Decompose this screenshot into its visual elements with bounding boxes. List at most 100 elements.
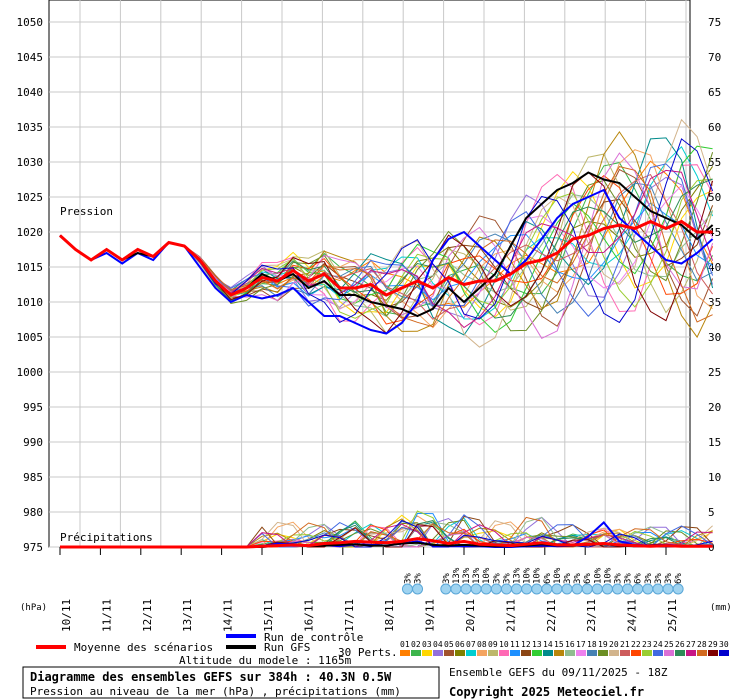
perturbation-id: 14: [543, 640, 553, 649]
y-right-tick-label: 55: [708, 156, 721, 169]
perturbation-id: 24: [653, 640, 663, 649]
snow-percent-label: 3%: [414, 573, 424, 584]
perturbation-swatch: [400, 650, 410, 656]
perturbation-swatch: [620, 650, 630, 656]
perturbation-swatch: [532, 650, 542, 656]
snow-icon: [572, 584, 582, 594]
perturbation-id: 25: [664, 640, 674, 649]
perturbation-id: 28: [697, 640, 707, 649]
snow-percent-label: 10%: [533, 567, 543, 584]
snow-percent-label: 13%: [472, 567, 482, 584]
perturbation-id: 21: [620, 640, 630, 649]
snow-icon: [451, 584, 461, 594]
perturbation-swatch: [433, 650, 443, 656]
perturbation-swatch: [455, 650, 465, 656]
snow-icon: [582, 584, 592, 594]
x-date-label: 24/11: [626, 599, 639, 632]
snow-icon: [491, 584, 501, 594]
x-date-label: 20/11: [464, 599, 477, 632]
perturbation-swatch: [521, 650, 531, 656]
y-left-tick-label: 1025: [17, 191, 44, 204]
perturbation-id: 23: [642, 640, 652, 649]
perturbation-id: 16: [565, 640, 575, 649]
perturbation-swatch: [477, 650, 487, 656]
snow-icon: [441, 584, 451, 594]
perturbation-swatch: [488, 650, 498, 656]
perturbation-id: 12: [521, 640, 531, 649]
snow-icon: [663, 584, 673, 594]
perturbation-id: 17: [576, 640, 586, 649]
perturbation-id: 02: [411, 640, 421, 649]
snow-percent-label: 10%: [603, 567, 613, 584]
snow-icon: [633, 584, 643, 594]
y-left-tick-label: 1050: [17, 16, 44, 29]
perturbation-id: 07: [466, 640, 476, 649]
y-right-tick-label: 5: [708, 506, 715, 519]
snow-percent-label: 3%: [492, 573, 502, 584]
legend: Moyenne des scénarios Run de contrôle Ru…: [36, 631, 729, 659]
y-left-tick-label: 1000: [17, 366, 44, 379]
snow-percent-label: 13%: [462, 567, 472, 584]
perturbation-id: 30: [719, 640, 729, 649]
x-date-label: 10/11: [60, 599, 73, 632]
perturbation-id: 19: [598, 640, 608, 649]
perturbation-swatch: [631, 650, 641, 656]
perturbation-id: 05: [444, 640, 454, 649]
perturbation-id: 08: [477, 640, 487, 649]
perturbation-swatch: [576, 650, 586, 656]
perturbation-swatch: [653, 650, 663, 656]
snow-percent-label: 3%: [654, 573, 664, 584]
y-right-tick-label: 30: [708, 331, 721, 344]
perturbation-id: 26: [675, 640, 685, 649]
perturbation-swatch: [554, 650, 564, 656]
y-left-tick-label: 1015: [17, 261, 44, 274]
snow-percent-label: 3%: [403, 573, 413, 584]
perturbation-swatch: [422, 650, 432, 656]
snow-percent-label: 3%: [573, 573, 583, 584]
perturbation-id: 09: [488, 640, 498, 649]
perturbation-swatch: [664, 650, 674, 656]
perturbation-legend: 01 02 03 04 05 06 07 08 09 10 11 12 13 14 15 16 17 18 19 20…: [400, 640, 729, 656]
altitude-text: Altitude du modele : 1165m: [179, 654, 352, 667]
legend-mean-label: Moyenne des scénarios: [74, 641, 213, 654]
snow-percent-label: 10%: [553, 567, 563, 584]
snow-icon: [461, 584, 471, 594]
y-left-tick-label: 975: [23, 541, 43, 554]
snow-icon: [481, 584, 491, 594]
x-date-label: 16/11: [302, 599, 315, 632]
snow-icon: [653, 584, 663, 594]
snow-percent-label: 10%: [482, 567, 492, 584]
perturbation-id: 10: [499, 640, 509, 649]
perturbation-swatch: [510, 650, 520, 656]
snow-icon: [643, 584, 653, 594]
copyright: Copyright 2025 Meteociel.fr: [449, 685, 644, 699]
x-date-label: 11/11: [100, 599, 113, 632]
legend-gfs-label: Run GFS: [264, 641, 310, 654]
y-left-tick-label: 1030: [17, 156, 44, 169]
perturbation-swatch: [686, 650, 696, 656]
y-left-tick-label: 1020: [17, 226, 44, 239]
x-date-label: 13/11: [181, 599, 194, 632]
y-right-tick-label: 20: [708, 401, 721, 414]
snow-icon: [562, 584, 572, 594]
perturbation-swatch: [587, 650, 597, 656]
snow-percent-label: 6%: [634, 573, 644, 584]
y-right-tick-label: 70: [708, 51, 721, 64]
snow-percent-label: 6%: [583, 573, 593, 584]
snow-percent-label: 3%: [502, 573, 512, 584]
snow-percent-label: 3%: [644, 573, 654, 584]
perturbation-swatch: [565, 650, 575, 656]
chart-title: Diagramme des ensembles GEFS sur 384h : …: [30, 670, 392, 684]
y-right-unit: (mm): [710, 603, 732, 613]
snow-icon: [471, 584, 481, 594]
perturbation-id: 22: [631, 640, 641, 649]
y-left-tick-label: 990: [23, 436, 43, 449]
snow-percent-label: 13%: [513, 567, 523, 584]
y-right-tick-label: 60: [708, 121, 721, 134]
snow-icon: [592, 584, 602, 594]
snow-icon: [623, 584, 633, 594]
perturbation-swatch: [466, 650, 476, 656]
x-date-label: 22/11: [545, 599, 558, 632]
y-left-tick-label: 1005: [17, 331, 44, 344]
